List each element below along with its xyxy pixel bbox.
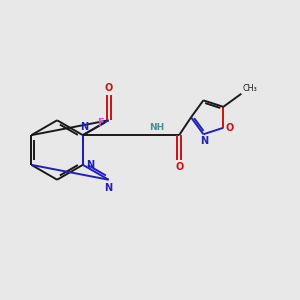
Text: N: N	[200, 136, 208, 146]
Text: N: N	[85, 160, 94, 170]
Text: O: O	[175, 162, 183, 172]
Text: CH₃: CH₃	[242, 84, 257, 93]
Text: NH: NH	[149, 123, 164, 132]
Text: O: O	[225, 123, 233, 133]
Text: N: N	[104, 182, 113, 193]
Text: F: F	[97, 118, 104, 128]
Text: N: N	[80, 122, 88, 132]
Text: O: O	[104, 83, 113, 93]
